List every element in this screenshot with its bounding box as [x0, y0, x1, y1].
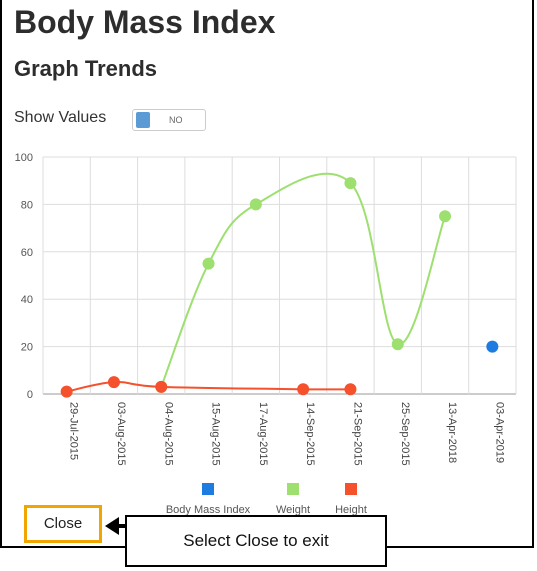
- x-tick-label: 14-Sep-2015: [304, 402, 316, 466]
- callout-arrow-line: [117, 524, 127, 528]
- bmi-dialog: [0, 0, 534, 548]
- legend-swatch-height: [345, 483, 357, 495]
- legend-label: Body Mass Index: [166, 504, 251, 516]
- series-line-height: [66, 381, 351, 393]
- data-point-height: [107, 376, 120, 389]
- series-line-weight: [160, 172, 446, 388]
- close-button[interactable]: Close: [24, 505, 102, 543]
- x-tick-label: 13-Apr-2018: [446, 402, 458, 463]
- x-tick-label: 29-Jul-2015: [68, 402, 80, 460]
- data-point-height: [344, 383, 357, 396]
- x-tick-label: 04-Aug-2015: [162, 402, 174, 466]
- y-tick-label: 80: [21, 199, 33, 211]
- data-point-height: [60, 385, 73, 398]
- toggle-state-label: NO: [169, 115, 183, 125]
- x-tick-label: 15-Aug-2015: [210, 402, 222, 466]
- page-title: Body Mass Index: [14, 4, 276, 40]
- y-tick-label: 40: [21, 294, 33, 306]
- show-values-toggle[interactable]: NO: [132, 109, 206, 131]
- data-point-weight: [202, 257, 215, 270]
- section-subtitle: Graph Trends: [14, 56, 158, 81]
- legend-swatch-weight: [287, 483, 299, 495]
- x-tick-label: 03-Apr-2019: [493, 402, 505, 463]
- data-point-weight: [249, 198, 262, 211]
- data-point-body-mass-index: [486, 340, 499, 353]
- callout-arrow-icon: [105, 517, 119, 535]
- x-tick-label: 21-Sep-2015: [351, 402, 363, 466]
- y-tick-label: 100: [15, 152, 33, 164]
- legend-swatch-body-mass-index: [202, 483, 214, 495]
- show-values-label: Show Values: [14, 109, 107, 126]
- instruction-callout: Select Close to exit: [125, 515, 387, 567]
- data-point-height: [155, 380, 168, 393]
- y-tick-label: 20: [21, 342, 33, 354]
- data-point-height: [297, 383, 310, 396]
- legend-label: Height: [335, 504, 367, 516]
- x-tick-label: 17-Aug-2015: [257, 402, 269, 466]
- data-point-weight: [391, 338, 404, 351]
- x-tick-label: 03-Aug-2015: [115, 402, 127, 466]
- toggle-knob[interactable]: [136, 112, 150, 128]
- x-tick-label: 25-Sep-2015: [399, 402, 411, 466]
- data-point-weight: [344, 177, 357, 190]
- data-point-weight: [439, 210, 452, 223]
- y-tick-label: 0: [27, 389, 33, 401]
- y-tick-label: 60: [21, 247, 33, 259]
- legend-label: Weight: [276, 504, 310, 516]
